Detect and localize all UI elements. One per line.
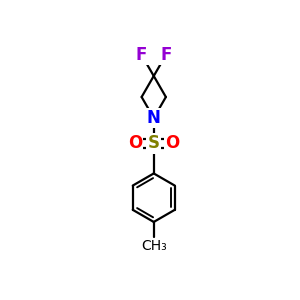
Text: O: O: [128, 134, 142, 152]
Text: CH₃: CH₃: [141, 239, 167, 253]
Text: S: S: [148, 134, 160, 152]
Text: O: O: [166, 134, 180, 152]
Text: F: F: [160, 46, 172, 64]
Text: F: F: [136, 46, 147, 64]
Text: N: N: [147, 109, 161, 127]
